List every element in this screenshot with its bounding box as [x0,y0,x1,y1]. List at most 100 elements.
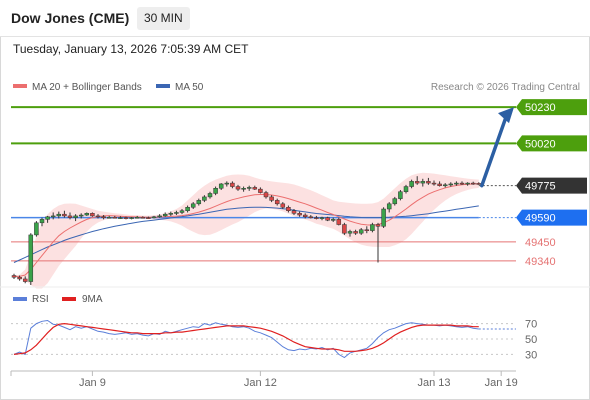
candle-body [465,182,470,185]
candlesticks [11,176,482,285]
candle-body [56,213,62,217]
instrument-title: Dow Jones (CME) [11,10,130,26]
candle-body [62,213,67,217]
candle-body [207,193,213,198]
candle-body [370,224,375,231]
level-label-tag [516,135,587,152]
bollinger-bands [14,172,479,289]
candle-body [269,196,274,201]
candle-body [342,224,347,234]
candle-body [241,188,246,190]
forecast-arrow-shaft [480,115,508,188]
candle-body [280,203,286,208]
candle-body [218,183,224,189]
level-label-text: 49590 [525,213,556,225]
chart-legend: MA 20 + Bollinger Bands MA 50 Research ©… [13,82,580,93]
candle-body [420,181,426,184]
candle-body [179,210,185,213]
candle-body [28,234,34,282]
rsi-legend-label: RSI [32,294,49,305]
candle-body [50,215,56,218]
ma50-legend-label: MA 50 [175,82,204,93]
rsi-ticks: 70 50 30 [525,319,537,362]
x-tick-label: Jan 19 [485,377,518,389]
candle-body [409,181,414,187]
price-levels [11,106,516,262]
rsi-grid [11,323,516,355]
candle-body [442,184,448,187]
candle-body [78,214,84,217]
candle-body [123,217,129,219]
candle-body [129,217,134,219]
candle-body [11,275,17,278]
candle-body [17,276,22,280]
level-label-text: 50020 [525,138,556,150]
rsi-legend: RSI 9MA [13,294,103,305]
candle-body [45,216,50,220]
rsi-lines [13,319,516,359]
level-label-tag [516,177,587,194]
rsi-ma9-line [13,322,479,355]
candle-body [353,231,358,234]
candle-body [190,203,196,208]
ma50-legend-swatch [156,84,170,88]
level-label-text: 49775 [525,181,556,193]
candle-body [330,219,336,221]
candle-body [196,200,202,205]
ma9-legend-label: 9MA [82,294,103,305]
candle-body [252,187,258,190]
candle-body [426,181,431,184]
level-label-text: 49340 [525,256,556,268]
candle-body [84,213,90,216]
level-label-tag [516,99,587,116]
x-tick-label: Jan 13 [417,377,450,389]
candle-body [34,222,39,236]
candle-body [263,192,269,198]
candle-body [168,213,174,215]
candle-body [134,217,140,219]
candle-body [151,216,157,219]
chart-header: Dow Jones (CME) 30 MIN [0,0,590,37]
candle-body [297,213,302,216]
candle-body [381,208,386,227]
candle-body [431,182,437,185]
ma20-legend-swatch [13,84,27,88]
candle-body [336,219,342,225]
candle-body [437,183,442,186]
candle-body [224,182,230,185]
moving-averages [13,183,479,277]
candle-body [230,182,235,187]
timeframe-badge[interactable]: 30 MIN [137,7,190,30]
candle-body [106,217,112,219]
ma20-legend-label: MA 20 + Bollinger Bands [32,82,142,93]
candle-body [448,183,454,186]
candle-body [174,212,179,214]
forecast-arrow [480,107,514,188]
x-tick-label: Jan 9 [79,377,106,389]
rsi-legend-swatch [13,297,27,301]
forecast-arrow-head [498,107,514,124]
candle-body [308,216,314,219]
candle-body [146,217,151,219]
x-axis-ticks: Jan 9 Jan 12 Jan 13 Jan 19 [10,371,518,389]
ma9-legend-swatch [62,297,76,301]
candle-body [386,203,392,210]
candle-body [392,198,398,205]
candle-body [476,183,482,185]
candle-body [95,215,101,218]
candle-body [403,186,409,192]
candle-body [73,215,78,218]
candle-body [274,200,280,205]
candle-body [235,186,241,190]
rsi-tick-label: 70 [525,319,537,331]
candle-body [202,196,207,201]
level-label-tag [516,209,587,226]
rsi-line [13,319,479,359]
candle-body [157,215,162,218]
candle-body [314,217,319,219]
candle-body [358,229,364,234]
candle-body [162,213,168,217]
candle-body [185,207,190,211]
candle-body [470,182,476,185]
